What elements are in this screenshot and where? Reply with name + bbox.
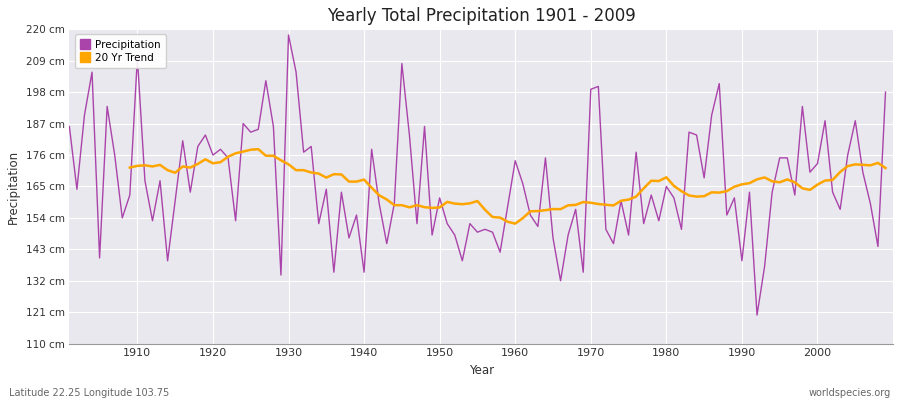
X-axis label: Year: Year xyxy=(469,364,494,377)
Title: Yearly Total Precipitation 1901 - 2009: Yearly Total Precipitation 1901 - 2009 xyxy=(327,7,635,25)
Text: Latitude 22.25 Longitude 103.75: Latitude 22.25 Longitude 103.75 xyxy=(9,388,169,398)
Y-axis label: Precipitation: Precipitation xyxy=(7,149,20,224)
Legend: Precipitation, 20 Yr Trend: Precipitation, 20 Yr Trend xyxy=(75,34,166,68)
Text: worldspecies.org: worldspecies.org xyxy=(809,388,891,398)
